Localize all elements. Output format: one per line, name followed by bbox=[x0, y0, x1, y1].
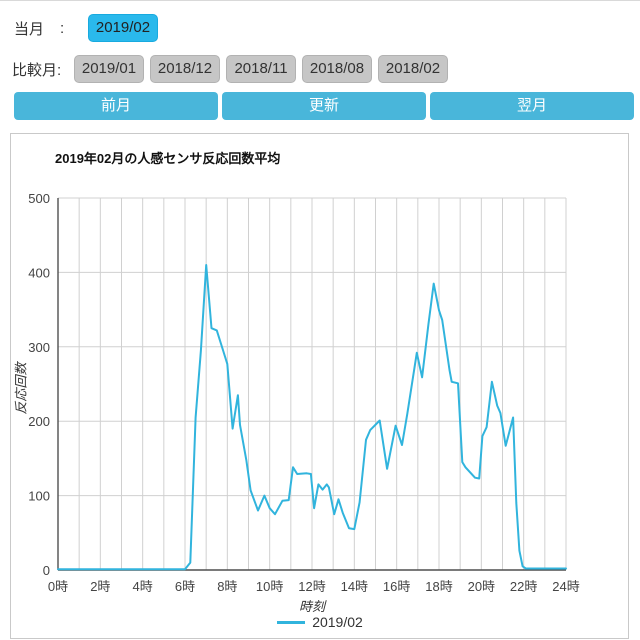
page-top-divider bbox=[0, 0, 640, 1]
x-tick-label: 16時 bbox=[383, 579, 410, 594]
compare-month-button[interactable]: 2018/12 bbox=[150, 55, 220, 83]
compare-month-button[interactable]: 2018/11 bbox=[226, 55, 296, 83]
x-tick-label: 2時 bbox=[90, 579, 110, 594]
chart-title: 2019年02月の人感センサ反応回数平均 bbox=[55, 151, 281, 166]
x-tick-label: 8時 bbox=[217, 579, 237, 594]
x-tick-label: 24時 bbox=[552, 579, 579, 594]
y-tick-label: 300 bbox=[28, 340, 50, 355]
current-month-row: 当月 : 2019/02 bbox=[14, 14, 158, 42]
x-tick-label: 18時 bbox=[425, 579, 452, 594]
compare-month-button[interactable]: 2018/02 bbox=[378, 55, 448, 83]
series-line-2019/02 bbox=[57, 264, 567, 571]
y-axis-title: 反応回数 bbox=[13, 362, 29, 415]
chart-legend: 2019/02 bbox=[240, 614, 400, 630]
update-button[interactable]: 更新 bbox=[222, 92, 426, 120]
current-month-colon: : bbox=[60, 19, 65, 37]
x-tick-label: 12時 bbox=[298, 579, 325, 594]
compare-month-button[interactable]: 2018/08 bbox=[302, 55, 372, 83]
x-tick-label: 4時 bbox=[133, 579, 153, 594]
chart-panel bbox=[10, 133, 629, 639]
nav-buttons-row: 前月 更新 翌月 bbox=[14, 92, 634, 120]
y-tick-label: 100 bbox=[28, 489, 50, 504]
compare-months-row: 比較月: 2019/01 2018/12 2018/11 2018/08 201… bbox=[12, 55, 454, 83]
legend-line-swatch bbox=[277, 620, 306, 624]
x-tick-label: 22時 bbox=[510, 579, 537, 594]
compare-months-label: 比較月: bbox=[12, 61, 62, 79]
x-tick-label: 20時 bbox=[468, 579, 495, 594]
sensor-response-line-chart: 0 100 200 300 400 500 0時 2時 4時 6時 8時 10時 12時 14時 16時 18… bbox=[28, 191, 579, 594]
x-tick-label: 14時 bbox=[341, 579, 368, 594]
y-tick-label: 0 bbox=[43, 563, 50, 578]
x-tick-label: 6時 bbox=[175, 579, 195, 594]
next-month-button[interactable]: 翌月 bbox=[430, 92, 634, 120]
y-tick-label: 400 bbox=[28, 265, 50, 280]
legend-series-label: 2019/02 bbox=[312, 614, 363, 630]
y-tick-label: 500 bbox=[28, 191, 50, 206]
current-month-label: 当月 bbox=[14, 20, 45, 38]
current-month-button[interactable]: 2019/02 bbox=[88, 14, 158, 42]
compare-month-button[interactable]: 2019/01 bbox=[74, 55, 144, 83]
prev-month-button[interactable]: 前月 bbox=[14, 92, 218, 120]
x-tick-label: 0時 bbox=[48, 579, 68, 594]
x-axis-title: 時刻 bbox=[298, 599, 325, 614]
x-tick-label: 10時 bbox=[256, 579, 283, 594]
y-tick-label: 200 bbox=[28, 414, 50, 429]
